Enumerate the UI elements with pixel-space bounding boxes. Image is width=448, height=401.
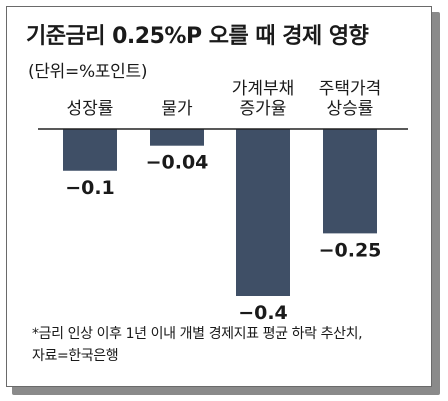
footnote-source: 자료=한국은행 [32,348,119,364]
chart-title: 기준금리 0.25%P 오를 때 경제 영향 [26,24,369,49]
bar [150,129,204,146]
value-label: −0.04 [146,152,209,174]
chart-unit-note: (단위=%포인트) [28,62,148,82]
category-label: 상승률 [327,99,374,119]
bar [63,129,117,171]
category-label: 가계부채 [232,79,295,99]
category-label: 증가율 [240,99,287,119]
category-label: 물가 [161,99,193,119]
value-label: −0.1 [65,177,115,199]
value-label: −0.4 [238,302,288,324]
category-label: 성장률 [67,99,114,119]
footnote-estimate: *금리 인상 이후 1년 이내 개별 경제지표 평균 하락 추산치, [32,326,363,342]
bar [323,129,377,234]
value-label: −0.25 [319,239,382,261]
category-label: 주택가격 [319,79,382,99]
bar [236,129,290,296]
